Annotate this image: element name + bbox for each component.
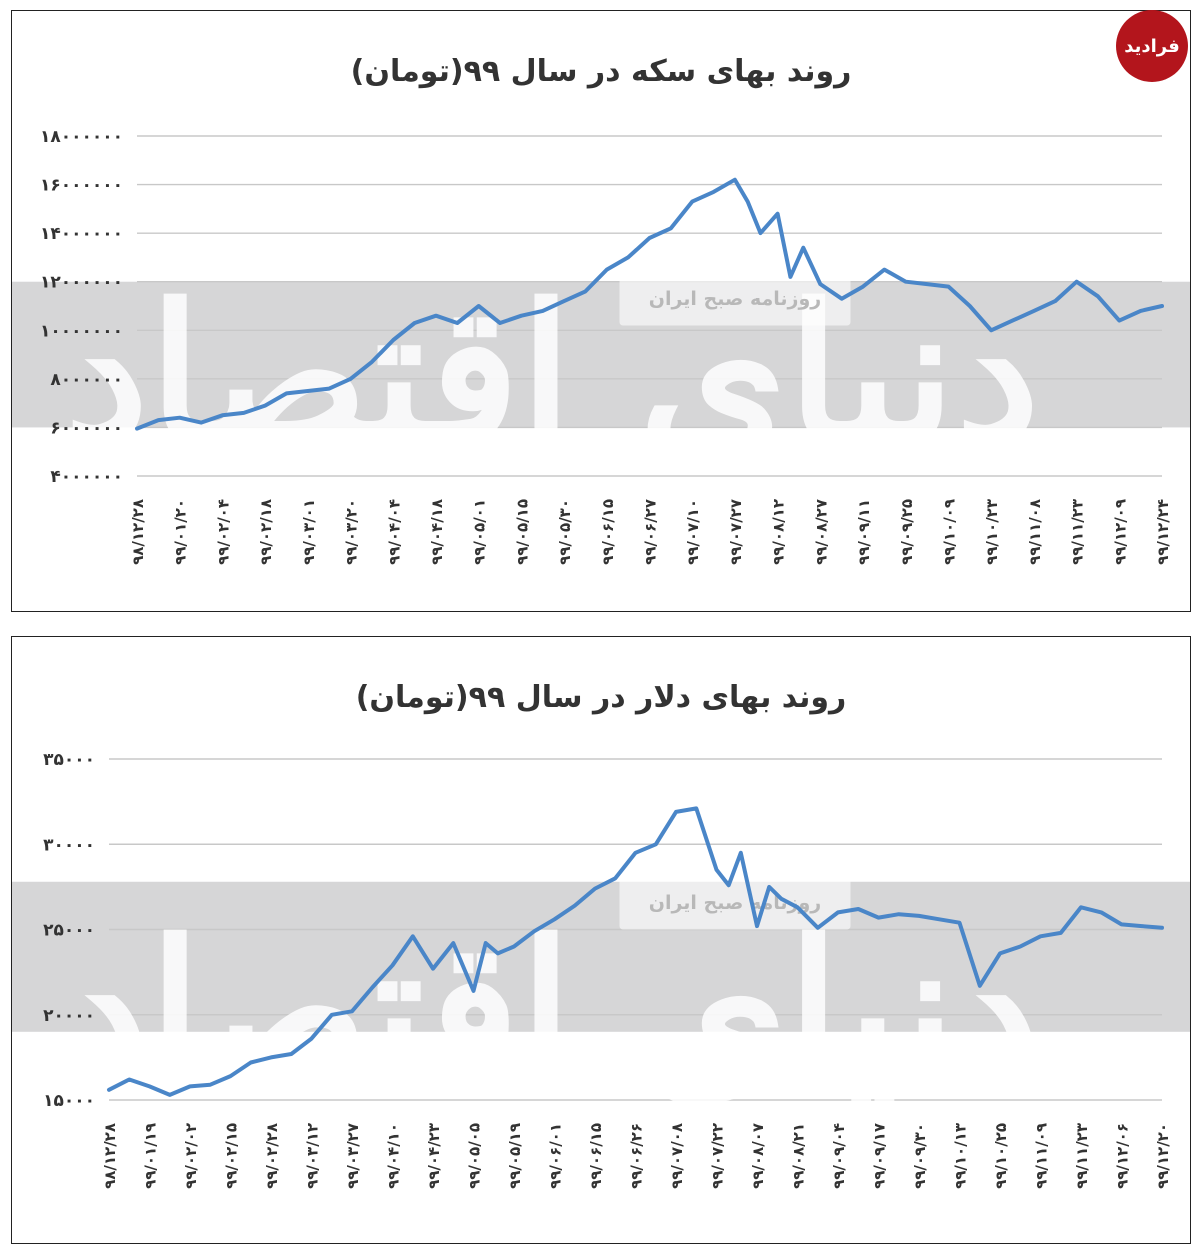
coin-y-tick-label: ۱۶۰۰۰۰۰۰ [40,176,123,196]
dollar-x-tick-label: ۹۹/۰۵/۰۵ [466,1123,484,1189]
coin-x-tick-label: ۹۹/۱۱/۰۸ [1026,499,1044,565]
dollar-y-tick-label: ۱۵۰۰۰ [43,1091,95,1111]
coin-x-tick-label: ۹۹/۰۴/۱۸ [428,499,446,565]
dollar-x-tick-label: ۹۹/۰۶/۱۵ [587,1123,605,1189]
dollar-source-watermark-box [619,876,851,930]
dollar-highlight-band [12,881,1190,1032]
dollar-x-tick-label: ۹۹/۰۷/۰۸ [668,1123,686,1189]
dollar-x-tick-label: ۹۹/۰۳/۲۷ [344,1123,362,1189]
coin-x-tick-label: ۹۹/۰۱/۲۰ [172,499,190,565]
dollar-source-watermark: روزنامه صبح ایران [649,892,821,914]
coin-x-tick-label: ۹۹/۰۳/۲۰ [343,499,361,565]
dollar-y-tick-label: ۲۵۰۰۰ [43,921,95,941]
logo-text: فرادید [1124,35,1180,57]
dollar-x-tick-label: ۹۹/۰۶/۲۶ [628,1123,646,1189]
dollar-y-tick-label: ۳۵۰۰۰ [43,750,95,770]
dollar-x-tick-label: ۹۹/۰۳/۱۲ [304,1123,322,1189]
dollar-gridlines [109,758,1162,1101]
coin-x-tick-label: ۹۹/۰۶/۲۷ [642,499,660,565]
coin-x-tick-label: ۹۹/۰۵/۳۰ [556,499,574,565]
dollar-x-tick-label: ۹۹/۰۹/۰۴ [830,1123,848,1189]
dollar-x-tick-label: ۹۹/۱۲/۰۶ [1114,1123,1132,1189]
dollar-x-tick-label: ۹۹/۰۹/۱۷ [871,1123,889,1189]
dollar-price-line [107,806,1164,1097]
dollar-y-tick-label: ۲۰۰۰۰ [43,1006,95,1026]
coin-x-tick-label: ۹۹/۰۷/۱۰ [684,499,702,565]
coin-x-tick-label: ۹۹/۰۸/۱۲ [770,499,788,565]
coin-x-tick-label: ۹۹/۰۲/۰۴ [214,499,232,565]
coin-y-tick-label: ۱۴۰۰۰۰۰۰ [40,224,123,244]
coin-gridlines [137,135,1162,477]
coin-x-tick-label: ۹۹/۰۹/۲۵ [898,499,916,565]
coin-brand-watermark: دنیای اقتصاد [64,263,1040,486]
coin-x-tick-label: ۹۹/۰۶/۱۵ [599,499,617,565]
coin-x-tick-label: ۹۹/۰۷/۲۷ [727,499,745,565]
dollar-x-axis: ۹۸/۱۲/۲۸ ۹۹/۰۱/۱۹ ۹۹/۰۲/۰۲ ۹۹/۰۲/۱۵ ۹۹/۰۲/۲۸… [101,1123,1172,1189]
dollar-chart-panel: دنیای اقتصاد روزنامه صبح ایران روند بهای… [11,636,1191,1244]
coin-y-tick-label: ۴۰۰۰۰۰۰ [50,467,123,487]
coin-chart-title: روند بهای سکه در سال ۹۹(تومان) [351,54,852,89]
coin-source-watermark: روزنامه صبح ایران [649,288,821,310]
coin-x-tick-label: ۹۹/۰۳/۰۱ [300,499,318,565]
dollar-x-tick-label: ۹۸/۱۲/۲۸ [101,1123,119,1189]
dollar-y-tick-label: ۳۰۰۰۰ [43,835,95,855]
coin-y-tick-label: ۱۲۰۰۰۰۰۰ [40,273,123,293]
dollar-x-tick-label: ۹۹/۰۱/۱۹ [142,1123,160,1189]
coin-x-tick-label: ۹۹/۱۲/۲۴ [1154,499,1172,565]
dollar-x-tick-label: ۹۹/۱۲/۲۰ [1154,1123,1172,1189]
coin-chart-panel: دنیای اقتصاد روزنامه صبح ایران روند بهای… [11,10,1191,612]
coin-y-tick-label: ۶۰۰۰۰۰۰ [50,418,123,438]
coin-x-tick-label: ۹۸/۱۲/۲۸ [129,499,147,565]
dollar-x-tick-label: ۹۹/۰۴/۲۳ [425,1123,443,1189]
coin-x-tick-label: ۹۹/۰۴/۰۴ [385,499,403,565]
fararu-logo: فرادید [1116,10,1188,82]
dollar-x-tick-label: ۹۹/۱۰/۲۵ [992,1123,1010,1189]
dollar-x-tick-label: ۹۹/۰۲/۱۵ [223,1123,241,1189]
coin-x-tick-label: ۹۹/۰۹/۱۱ [855,499,873,565]
coin-x-tick-label: ۹۹/۱۱/۲۳ [1069,499,1087,565]
coin-x-tick-label: ۹۹/۰۵/۱۵ [513,499,531,565]
dollar-x-tick-label: ۹۹/۰۵/۱۹ [506,1123,524,1189]
dollar-chart: دنیای اقتصاد روزنامه صبح ایران روند بهای… [12,680,1190,1189]
dollar-x-tick-label: ۹۹/۱۱/۲۳ [1073,1123,1091,1189]
coin-x-tick-label: ۹۹/۱۰/۰۹ [940,499,958,565]
coin-y-tick-label: ۸۰۰۰۰۰۰ [50,370,123,390]
dollar-x-tick-label: ۹۹/۰۸/۲۱ [790,1123,808,1189]
dollar-chart-title: روند بهای دلار در سال ۹۹(تومان) [356,680,847,715]
dollar-x-tick-label: ۹۹/۱۰/۱۳ [952,1123,970,1189]
coin-y-axis: ۴۰۰۰۰۰۰ ۶۰۰۰۰۰۰ ۸۰۰۰۰۰۰ ۱۰۰۰۰۰۰۰ ۱۲۰۰۰۰۰۰ ۱۴۰… [40,127,123,487]
dollar-x-tick-label: ۹۹/۰۶/۰۱ [547,1123,565,1189]
coin-highlight-band [12,281,1190,428]
coin-price-line [135,177,1164,431]
coin-source-watermark-box [619,272,851,326]
coin-x-tick-label: ۹۹/۰۵/۰۱ [471,499,489,565]
coin-y-tick-label: ۱۸۰۰۰۰۰۰ [40,127,123,147]
dollar-y-axis: ۱۵۰۰۰ ۲۰۰۰۰ ۲۵۰۰۰ ۳۰۰۰۰ ۳۵۰۰۰ [43,750,95,1111]
coin-x-tick-label: ۹۹/۱۰/۲۳ [983,499,1001,565]
coin-x-tick-label: ۹۹/۰۲/۱۸ [257,499,275,565]
dollar-x-tick-label: ۹۹/۰۲/۲۸ [263,1123,281,1189]
dollar-brand-watermark: دنیای اقتصاد [64,899,1040,1122]
dollar-x-tick-label: ۹۹/۰۹/۳۰ [911,1123,929,1189]
dollar-x-tick-label: ۹۹/۰۴/۱۰ [385,1123,403,1189]
dollar-x-tick-label: ۹۹/۰۲/۰۲ [182,1123,200,1189]
dollar-x-tick-label: ۹۹/۰۸/۰۷ [749,1123,767,1189]
coin-x-axis: ۹۸/۱۲/۲۸ ۹۹/۰۱/۲۰ ۹۹/۰۲/۰۴ ۹۹/۰۲/۱۸ ۹۹/۰۳/۰۱… [129,499,1172,565]
coin-y-tick-label: ۱۰۰۰۰۰۰۰ [40,321,123,341]
dollar-x-tick-label: ۹۹/۰۷/۲۲ [709,1123,727,1189]
coin-x-tick-label: ۹۹/۱۲/۰۹ [1111,499,1129,565]
coin-x-tick-label: ۹۹/۰۸/۲۷ [812,499,830,565]
dollar-x-tick-label: ۹۹/۱۱/۰۹ [1033,1123,1051,1189]
coin-chart: دنیای اقتصاد روزنامه صبح ایران روند بهای… [12,54,1190,565]
